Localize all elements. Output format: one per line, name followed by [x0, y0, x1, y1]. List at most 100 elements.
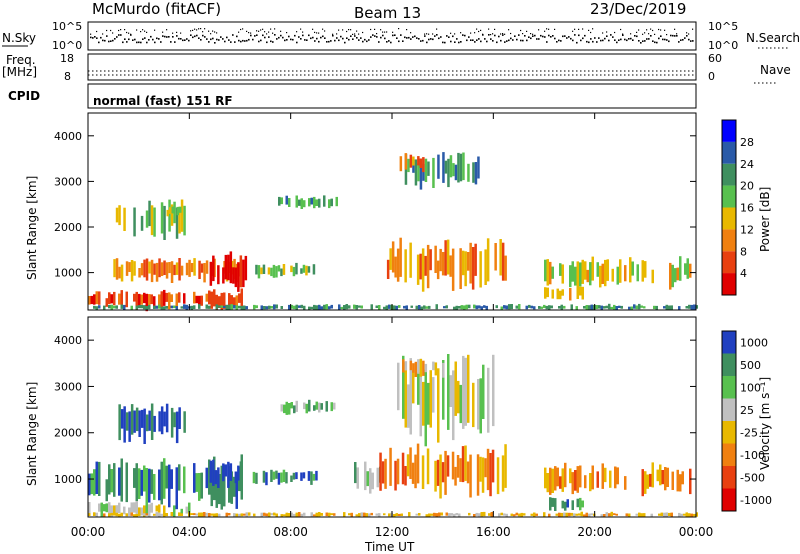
nsky-point	[498, 35, 500, 38]
power-cell	[239, 255, 243, 288]
power-cell	[143, 305, 146, 310]
power-cell	[641, 260, 644, 282]
power-cell	[238, 293, 241, 303]
nsky-point	[302, 34, 304, 37]
nsky-point	[92, 37, 94, 39]
nsky-point	[112, 39, 114, 42]
power-cell	[217, 265, 220, 285]
power-cell	[98, 305, 101, 309]
power-cell	[323, 304, 326, 310]
nsearch-point	[214, 31, 216, 33]
power-cell	[570, 304, 573, 310]
velocity-colorbar-tick: 1000	[740, 336, 768, 349]
nsearch-point	[102, 33, 104, 35]
velocity-cell	[603, 514, 606, 517]
power-cell	[229, 251, 233, 284]
power-cell	[163, 260, 166, 275]
velocity-cell	[252, 471, 256, 484]
power-cell	[290, 304, 293, 309]
nsearch-point	[692, 28, 694, 30]
velocity-cell	[402, 359, 405, 373]
velocity-cell	[441, 462, 445, 483]
nsky-point	[456, 38, 458, 40]
nsearch-point	[436, 28, 438, 30]
nsky-point	[120, 34, 122, 36]
nsearch-point	[382, 31, 384, 33]
nsearch-point	[324, 30, 326, 32]
nsky-point	[262, 34, 264, 37]
nsearch-point	[374, 28, 376, 30]
velocity-cell	[163, 411, 166, 427]
nsky-point	[126, 41, 128, 43]
velocity-cell	[498, 513, 501, 517]
nsky-point	[638, 40, 640, 42]
nsearch-point	[646, 29, 648, 31]
velocity-cell	[571, 472, 574, 495]
nsearch-point	[426, 33, 428, 35]
velocity-cell	[225, 512, 228, 517]
power-cell	[235, 295, 238, 310]
velocity-cell	[103, 504, 106, 512]
power-cell	[300, 304, 303, 309]
velocity-cell	[163, 505, 166, 515]
velocity-cell	[265, 472, 268, 486]
power-cell	[428, 305, 431, 309]
velocity-cell	[228, 513, 231, 516]
velocity-cell	[476, 454, 480, 496]
nsky-point	[580, 39, 582, 42]
power-cell	[591, 256, 594, 281]
velocity-cell	[426, 448, 430, 485]
nsky-point	[652, 40, 654, 42]
power-cell	[343, 305, 346, 311]
nsearch-point	[428, 33, 430, 35]
nsky-point	[164, 35, 166, 38]
power-cell	[123, 207, 126, 231]
nsky-point	[318, 40, 320, 43]
nsearch-point	[490, 34, 492, 36]
nsky-point	[566, 37, 568, 39]
power-cell	[303, 200, 306, 208]
power-cell	[576, 261, 579, 289]
nsearch-point	[546, 28, 548, 30]
velocity-cell	[609, 470, 612, 488]
velocity-cell	[120, 458, 123, 502]
velocity-colorbar-frame	[721, 330, 737, 512]
velocity-cell	[158, 512, 161, 517]
nsky-point	[590, 38, 592, 40]
nsky-point	[204, 36, 206, 38]
power-cell	[234, 267, 238, 288]
velocity-cell	[318, 512, 321, 517]
velocity-cell	[165, 513, 168, 517]
velocity-cell	[535, 513, 538, 516]
velocity-cell	[115, 512, 118, 517]
nsky-point	[558, 39, 560, 42]
power-cell	[165, 262, 169, 279]
time-tick-label: 20:00	[577, 525, 612, 539]
nsky-point	[622, 34, 624, 36]
power-cell	[120, 304, 123, 309]
nsky-point	[564, 35, 566, 37]
nsearch-point	[636, 31, 638, 33]
nsky-point	[182, 39, 184, 42]
power-cell	[424, 158, 428, 182]
power-cell	[543, 304, 546, 309]
velocity-cell	[600, 514, 603, 517]
nsearch-point	[664, 29, 666, 31]
power-cell	[548, 305, 551, 311]
velocity-cell	[400, 513, 403, 516]
nsky-point	[688, 38, 690, 41]
nsearch-point	[144, 30, 146, 32]
velocity-cell	[591, 465, 594, 490]
velocity-cell	[98, 461, 101, 496]
power-cell	[133, 293, 136, 302]
velocity-cell	[649, 473, 652, 487]
velocity-cell	[293, 513, 296, 517]
power-cell	[138, 305, 141, 309]
nsky-point	[338, 39, 340, 42]
nsky-point	[362, 40, 364, 43]
velocity-cell	[217, 467, 220, 488]
velocity-cell	[455, 513, 458, 516]
velocity-cell	[183, 411, 186, 433]
power-cell	[485, 305, 488, 311]
velocity-cell	[145, 502, 148, 516]
